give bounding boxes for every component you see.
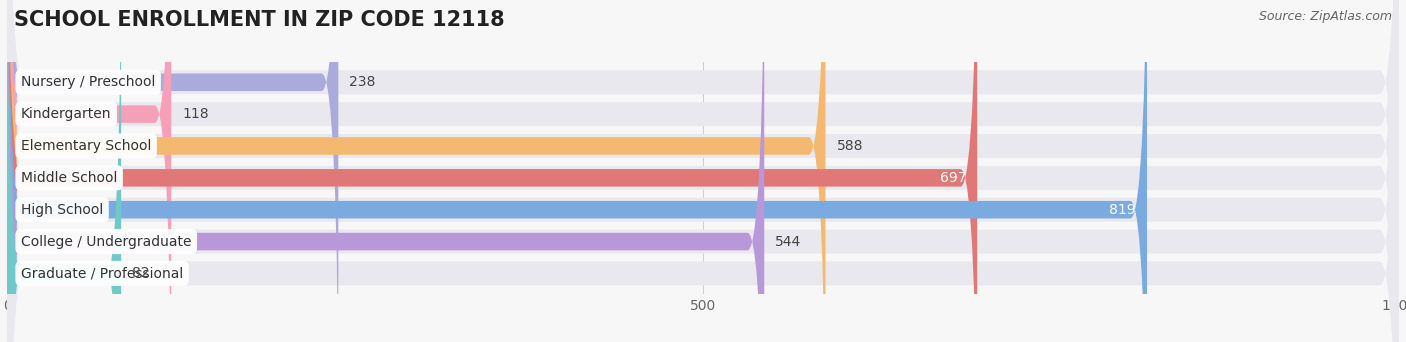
Text: Kindergarten: Kindergarten: [21, 107, 111, 121]
Text: 819: 819: [1109, 203, 1136, 217]
FancyBboxPatch shape: [7, 0, 1399, 342]
FancyBboxPatch shape: [7, 0, 977, 342]
Text: 697: 697: [939, 171, 966, 185]
FancyBboxPatch shape: [7, 0, 1147, 342]
FancyBboxPatch shape: [7, 0, 1399, 342]
Text: 118: 118: [183, 107, 209, 121]
FancyBboxPatch shape: [7, 0, 765, 342]
FancyBboxPatch shape: [7, 0, 825, 342]
FancyBboxPatch shape: [7, 0, 339, 342]
FancyBboxPatch shape: [7, 0, 1399, 342]
Text: Elementary School: Elementary School: [21, 139, 152, 153]
Text: Source: ZipAtlas.com: Source: ZipAtlas.com: [1258, 10, 1392, 23]
FancyBboxPatch shape: [7, 0, 172, 342]
Text: 82: 82: [132, 266, 150, 280]
Text: 544: 544: [775, 235, 801, 249]
Text: Graduate / Professional: Graduate / Professional: [21, 266, 183, 280]
FancyBboxPatch shape: [7, 0, 1399, 342]
FancyBboxPatch shape: [7, 0, 1399, 342]
FancyBboxPatch shape: [7, 0, 1399, 342]
Text: College / Undergraduate: College / Undergraduate: [21, 235, 191, 249]
Text: SCHOOL ENROLLMENT IN ZIP CODE 12118: SCHOOL ENROLLMENT IN ZIP CODE 12118: [14, 10, 505, 30]
Text: Nursery / Preschool: Nursery / Preschool: [21, 75, 155, 89]
FancyBboxPatch shape: [7, 0, 1399, 342]
Text: High School: High School: [21, 203, 103, 217]
FancyBboxPatch shape: [7, 0, 121, 342]
Text: Middle School: Middle School: [21, 171, 117, 185]
Text: 238: 238: [350, 75, 375, 89]
Text: 588: 588: [837, 139, 863, 153]
